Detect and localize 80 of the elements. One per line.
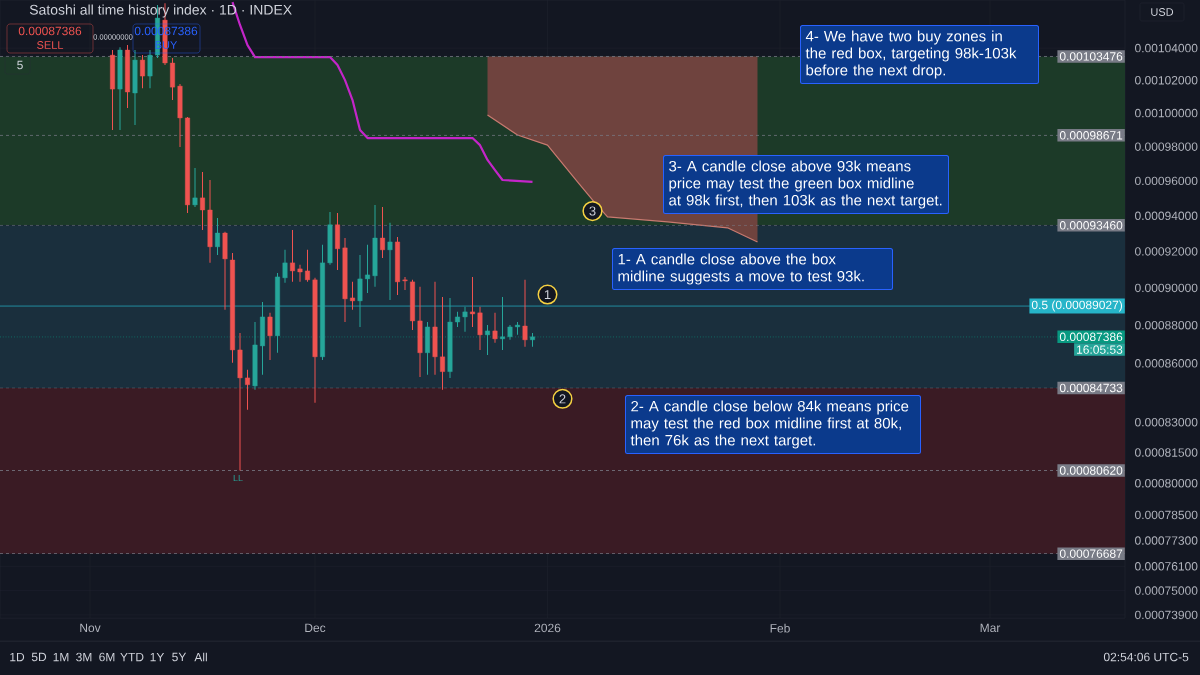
candlestick: [192, 167, 198, 208]
y-tick-label: 0.00078500: [1135, 510, 1198, 520]
annotation: 3: [589, 206, 596, 216]
y-tick-label: 0.00088000: [1135, 320, 1198, 330]
candlestick: [462, 306, 468, 333]
x-tick-label: Feb: [770, 623, 790, 633]
candlestick: [440, 296, 445, 391]
annotation: 1- A candle close above the box midline suggests a move to test 93k.: [618, 253, 864, 285]
y-tick-label: 0.00081500: [1135, 448, 1198, 457]
text: 1D: [10, 652, 25, 662]
annotation: 3- A candle close above 93k means price may test the green box midline at 98k first, then 103k as the next target.: [669, 160, 942, 209]
text: 3M: [76, 652, 92, 662]
candlestick: [477, 306, 483, 351]
candlestick: [357, 254, 363, 328]
candlestick: [297, 264, 303, 283]
candlestick: [500, 296, 505, 351]
y-tick-label: 0.00102000: [1135, 76, 1198, 85]
y-tick-label: 0.00098000: [1135, 142, 1198, 151]
text: 1Y: [150, 652, 165, 662]
candlestick: [522, 279, 528, 348]
candlestick: [387, 222, 393, 301]
y-tick-label: 0.00104000: [1135, 43, 1198, 53]
ref-line-label: 0.5 (0.00089027): [1031, 300, 1123, 312]
text: 5D: [31, 652, 47, 662]
annotation: 1: [544, 290, 551, 300]
x-tick-label: 2026: [534, 623, 561, 633]
ref-line-label: 0.00087386: [1059, 332, 1123, 342]
x-tick-label: Dec: [305, 623, 326, 633]
annotation: LL: [233, 474, 243, 482]
y-tick-label: 0.00092000: [1135, 247, 1198, 256]
y-tick-label: 0.00100000: [1135, 108, 1198, 118]
candlestick: [365, 244, 370, 294]
annotation: 2- A candle close below 84k means price may test the red box midline first at 80k, then 76k as the next target.: [630, 400, 909, 449]
ref-line-label: 0.00084733: [1059, 383, 1123, 393]
annotation: 2: [559, 394, 566, 404]
text: All: [194, 652, 207, 662]
text: YTD: [120, 652, 144, 662]
ref-line-label: 0.00098671: [1059, 131, 1123, 140]
candlestick: [485, 324, 490, 356]
x-tick-label: Nov: [80, 623, 101, 633]
candlestick: [140, 54, 145, 89]
candlestick: [470, 276, 475, 328]
candlestick: [350, 281, 355, 311]
candlestick: [267, 312, 273, 361]
annotation: 4- We have two buy zones in the red box, targeting 98k-103k before the next drop.: [805, 30, 1017, 79]
y-tick-label: 0.00073900: [1135, 610, 1198, 620]
candlestick: [200, 171, 205, 231]
candlestick: [282, 249, 288, 284]
annotation: 0.00087386: [18, 26, 82, 36]
candlestick: [147, 49, 153, 89]
text: 6M: [99, 652, 115, 662]
y-tick-label: 0.00090000: [1135, 283, 1198, 293]
candlestick: [305, 249, 310, 283]
text: 02:54:06 UTC-5: [1103, 652, 1189, 662]
y-tick-label: 0.00080000: [1135, 479, 1198, 488]
y-tick-label: 0.00076100: [1135, 562, 1198, 571]
annotation: 5: [17, 60, 23, 70]
ref-line-label: 0.00080620: [1059, 466, 1123, 475]
y-tick-label: 0.00077300: [1135, 536, 1198, 545]
ref-line-label: 0.00103476: [1059, 52, 1123, 61]
candlestick: [290, 229, 295, 283]
y-tick-label: 0.00086000: [1135, 359, 1198, 368]
candlestick: [245, 369, 250, 411]
text: USD: [1151, 8, 1174, 16]
candlestick: [492, 312, 498, 344]
candlestick: [335, 212, 340, 271]
ref-line-label: 0.00093460: [1059, 221, 1123, 230]
candlestick: [215, 217, 220, 256]
x-tick-label: Mar: [980, 623, 1001, 633]
y-tick-label: 0.00083000: [1135, 418, 1198, 427]
annotation: SELL: [37, 41, 64, 49]
candlestick: [402, 276, 408, 291]
y-tick-label: 0.00096000: [1135, 176, 1198, 186]
text: 1M: [53, 652, 69, 662]
ref-line-label: 0.00076687: [1059, 549, 1123, 558]
candlestick: [380, 206, 385, 259]
annotation: 16:05:53: [1077, 345, 1123, 354]
y-tick-label: 0.00094000: [1135, 211, 1198, 221]
y-tick-label: 0.00075000: [1135, 586, 1198, 595]
text: 5Y: [172, 652, 187, 662]
